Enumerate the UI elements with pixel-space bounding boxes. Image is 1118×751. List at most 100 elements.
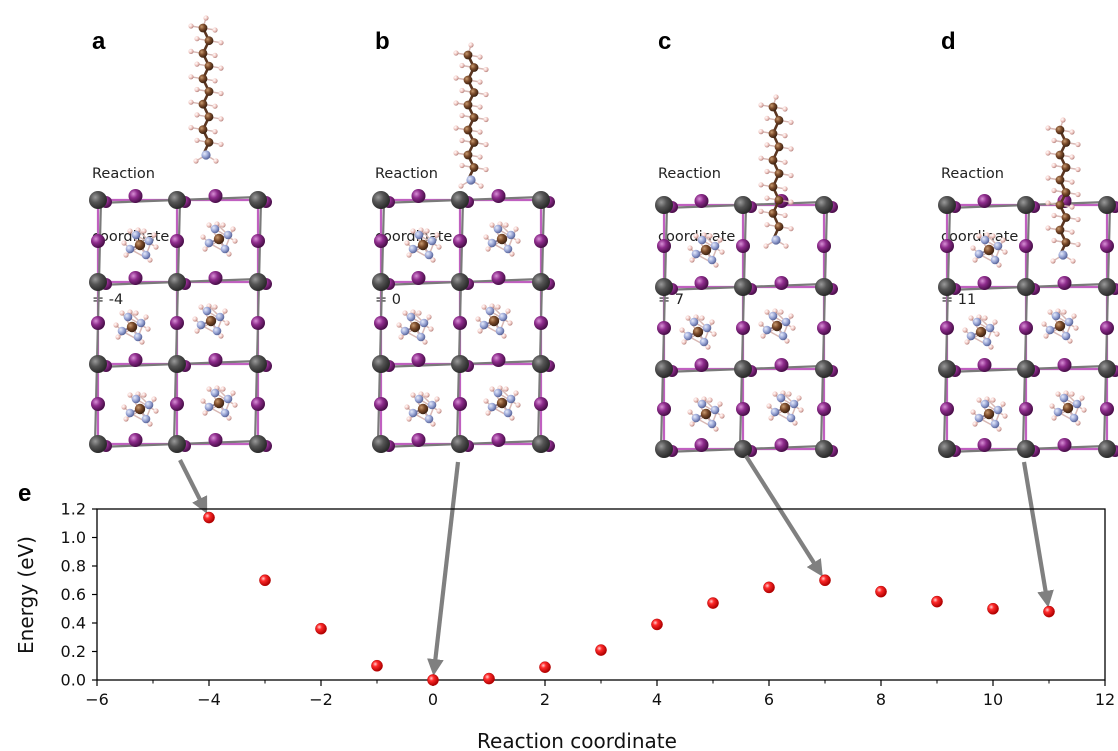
nitrogen-atom (419, 318, 429, 328)
hydrogen-atom (1073, 325, 1079, 331)
carbon-atom (496, 397, 508, 409)
data-point (875, 585, 887, 598)
data-point (931, 595, 943, 608)
iodine-atom (374, 316, 388, 330)
hydrogen-atom (477, 154, 483, 160)
carbon-atom (768, 209, 778, 218)
hydrogen-atom (212, 304, 218, 310)
hydrogen-atom (430, 257, 436, 263)
hydrogen-atom (200, 234, 206, 240)
hydrogen-atom (218, 40, 224, 46)
nitrogen-atom (424, 250, 434, 260)
panel-label-d: d (941, 28, 956, 55)
iodine-atom (774, 438, 789, 452)
hydrogen-atom (758, 208, 764, 214)
iodine-atom (491, 189, 506, 203)
hydrogen-atom (218, 116, 224, 122)
hydrogen-atom (1070, 258, 1076, 264)
hydrogen-atom (778, 309, 784, 315)
hydrogen-atom (509, 251, 515, 257)
hydrogen-atom (453, 75, 459, 81)
x-tick-label: −4 (197, 690, 221, 709)
iodine-atom (1100, 402, 1114, 416)
hydrogen-atom (398, 334, 404, 340)
hydrogen-atom (453, 150, 459, 156)
lead-atom (1098, 196, 1116, 214)
nitrogen-atom (204, 402, 214, 412)
structure-b (372, 42, 555, 453)
hydrogen-atom (485, 410, 491, 416)
hydrogen-atom (495, 304, 501, 310)
hydrogen-atom (489, 222, 495, 228)
iodine-atom (491, 353, 506, 367)
data-point (259, 574, 271, 587)
nitrogen-atom (220, 408, 230, 418)
iodine-atom (657, 239, 671, 253)
hydrogen-atom (459, 162, 465, 169)
iodine-atom (251, 316, 265, 330)
hydrogen-atom (194, 328, 200, 334)
nitrogen-atom (408, 408, 418, 418)
hydrogen-atom (426, 314, 432, 320)
lead-atom (815, 440, 833, 458)
hydrogen-atom (188, 125, 194, 131)
lead-atom (734, 278, 752, 296)
hydrogen-atom (188, 99, 194, 105)
lead-atom (1098, 440, 1116, 458)
lead-atom (451, 355, 469, 373)
hydrogen-atom (145, 326, 151, 332)
hydrogen-atom (717, 237, 723, 243)
iodine-atom (817, 239, 831, 253)
hydrogen-atom (782, 212, 788, 218)
pointer-arrow-d (1021, 461, 1054, 608)
hydrogen-atom (679, 327, 685, 333)
iodine-atom (251, 397, 265, 411)
hydrogen-atom (478, 183, 484, 189)
iodine-atom (453, 234, 467, 248)
hydrogen-atom (489, 386, 495, 392)
hydrogen-atom (760, 333, 766, 339)
hydrogen-atom (1047, 309, 1053, 315)
lead-atom (168, 191, 186, 209)
hydrogen-atom (790, 325, 796, 331)
panel-label-a: a (92, 28, 106, 55)
iodine-atom (736, 239, 750, 253)
nitrogen-atom (493, 388, 503, 398)
nitrogen-atom (414, 230, 424, 240)
hydrogen-atom (501, 333, 507, 339)
hydrogen-atom (194, 61, 200, 67)
hydrogen-atom (485, 246, 491, 252)
nitrogen-atom (1059, 393, 1069, 403)
iodine-atom (374, 234, 388, 248)
hydrogen-atom (232, 238, 238, 244)
pointer-arrow-a (178, 459, 208, 514)
nitrogen-atom (974, 249, 984, 259)
lead-atom (655, 440, 673, 458)
hydrogen-atom (764, 115, 770, 121)
iodine-atom (491, 271, 506, 285)
carbon-atom (774, 115, 784, 125)
hydrogen-atom (970, 409, 976, 415)
carbon-atom (771, 320, 783, 332)
nitrogen-atom (144, 236, 154, 246)
hydrogen-atom (194, 86, 200, 93)
data-point (707, 597, 719, 609)
nitrogen-atom (220, 244, 230, 254)
hydrogen-atom (475, 316, 481, 322)
carbon-atom (1054, 320, 1066, 332)
nitrogen-atom (485, 306, 495, 316)
lead-atom (249, 435, 267, 453)
hydrogen-atom (483, 91, 489, 98)
hydrogen-atom (220, 222, 226, 228)
hydrogen-atom (782, 159, 788, 165)
hydrogen-atom (188, 74, 194, 80)
hydrogen-atom (151, 232, 157, 238)
hydrogen-atom (141, 228, 147, 234)
nitrogen-atom (125, 408, 135, 418)
hydrogen-atom (1051, 212, 1057, 219)
nitrogen-atom (707, 419, 717, 429)
y-tick-label: 0.2 (61, 642, 86, 661)
hydrogen-atom (220, 386, 226, 392)
hydrogen-atom (153, 244, 159, 250)
nitrogen-atom (707, 255, 717, 265)
